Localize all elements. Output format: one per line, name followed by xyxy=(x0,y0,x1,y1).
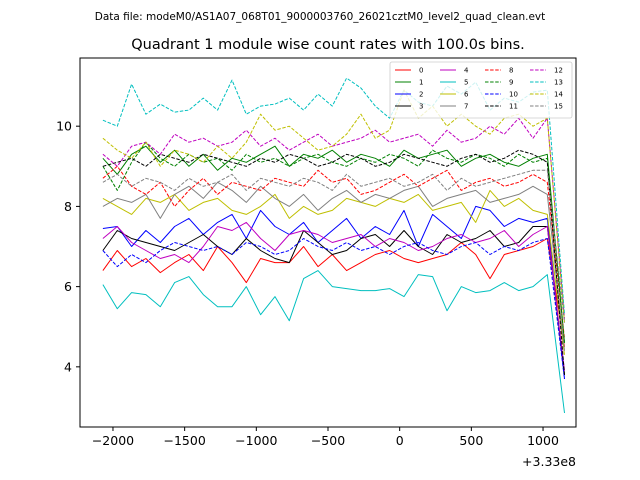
x-tick-label: −1000 xyxy=(235,433,277,448)
x-tick-label: −1500 xyxy=(163,433,205,448)
legend-label: 6 xyxy=(464,91,469,99)
series-line-10 xyxy=(102,238,565,379)
legend-label: 4 xyxy=(464,67,469,75)
series-line-1 xyxy=(102,145,565,343)
x-tick-label: 500 xyxy=(459,433,483,448)
series-line-2 xyxy=(102,205,565,379)
legend-label: 8 xyxy=(509,67,513,75)
y-axis: 4 6 8 10 xyxy=(56,119,80,374)
legend-label: 5 xyxy=(464,79,468,87)
legend-label: 7 xyxy=(464,103,468,111)
series-line-7 xyxy=(102,181,565,351)
series-line-6 xyxy=(102,189,565,355)
x-tick-label: 1000 xyxy=(527,433,559,448)
series-line-5 xyxy=(102,270,565,414)
series-layer xyxy=(102,77,565,414)
legend-label: 11 xyxy=(509,103,518,111)
series-line-4 xyxy=(102,221,565,371)
x-axis: −2000 −1500 −1000 −500 0 500 1000 xyxy=(92,427,559,448)
legend-label: 1 xyxy=(419,79,423,87)
chart-title: Quadrant 1 module wise count rates with … xyxy=(131,37,525,53)
legend-label: 14 xyxy=(554,91,563,99)
y-tick-label: 10 xyxy=(56,119,72,134)
x-tick-label: 0 xyxy=(396,433,404,448)
legend-label: 13 xyxy=(554,79,563,87)
series-line-9 xyxy=(102,141,565,343)
series-line-15 xyxy=(102,169,565,323)
x-tick-label: −2000 xyxy=(92,433,134,448)
series-line-11 xyxy=(102,149,565,375)
x-axis-offset-label: +3.33e8 xyxy=(522,454,576,469)
legend-label: 9 xyxy=(509,79,513,87)
y-tick-label: 6 xyxy=(64,279,72,294)
y-tick-label: 4 xyxy=(64,359,72,374)
series-line-14 xyxy=(102,89,565,323)
legend-label: 2 xyxy=(419,91,423,99)
legend-label: 0 xyxy=(419,67,423,75)
series-line-13 xyxy=(102,77,565,315)
legend-label: 3 xyxy=(419,103,423,111)
chart-suptitle: Data file: modeM0/AS1A07_068T01_90000037… xyxy=(95,11,546,23)
series-line-12 xyxy=(102,117,565,319)
x-tick-label: −500 xyxy=(311,433,345,448)
series-line-3 xyxy=(102,226,565,375)
y-tick-label: 8 xyxy=(64,199,72,214)
legend-label: 10 xyxy=(509,91,518,99)
series-line-8 xyxy=(102,165,565,339)
legend-label: 12 xyxy=(554,67,563,75)
legend-box xyxy=(389,61,573,119)
legend-label: 15 xyxy=(554,103,563,111)
